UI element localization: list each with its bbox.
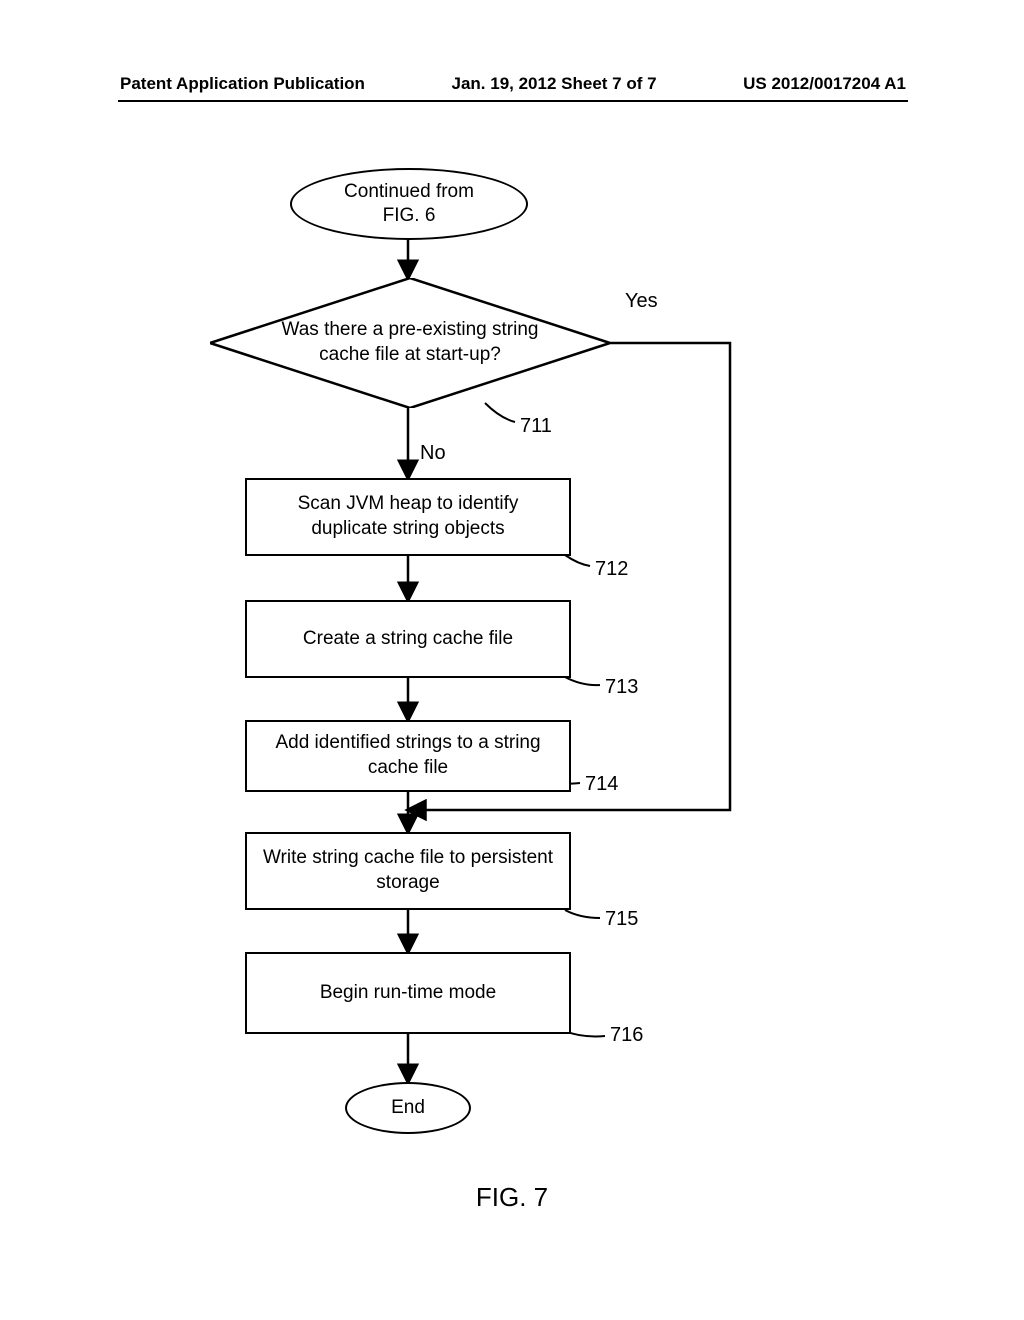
step-716-text: Begin run-time mode <box>320 981 496 1006</box>
ref-711: 711 <box>520 415 552 438</box>
end-text: End <box>391 1096 425 1120</box>
flowchart-canvas: Continued from FIG. 6 Was there a pre-ex… <box>0 160 1024 1180</box>
start-node: Continued from FIG. 6 <box>290 168 528 240</box>
header-right: US 2012/0017204 A1 <box>743 74 906 94</box>
step-712: Scan JVM heap to identify duplicate stri… <box>245 478 571 556</box>
ref-712: 712 <box>595 558 628 581</box>
decision-node: Was there a pre-existing string cache fi… <box>210 278 610 408</box>
start-text: Continued from FIG. 6 <box>344 180 474 228</box>
figure-caption: FIG. 7 <box>0 1182 1024 1213</box>
step-713-text: Create a string cache file <box>303 627 513 652</box>
no-label: No <box>420 442 446 465</box>
ref-716: 716 <box>610 1024 643 1047</box>
step-714-text: Add identified strings to a string cache… <box>275 731 540 780</box>
step-716: Begin run-time mode <box>245 952 571 1034</box>
header-center: Jan. 19, 2012 Sheet 7 of 7 <box>452 74 657 94</box>
step-715-text: Write string cache file to persistent st… <box>263 846 553 895</box>
page-header: Patent Application Publication Jan. 19, … <box>0 74 1024 94</box>
yes-label: Yes <box>625 290 658 313</box>
end-node: End <box>345 1082 471 1134</box>
ref-714: 714 <box>585 773 618 796</box>
decision-text: Was there a pre-existing string cache fi… <box>282 318 539 367</box>
step-712-text: Scan JVM heap to identify duplicate stri… <box>298 492 519 541</box>
ref-715: 715 <box>605 908 638 931</box>
header-left: Patent Application Publication <box>120 74 365 94</box>
step-713: Create a string cache file <box>245 600 571 678</box>
ref-713: 713 <box>605 676 638 699</box>
step-714: Add identified strings to a string cache… <box>245 720 571 792</box>
step-715: Write string cache file to persistent st… <box>245 832 571 910</box>
header-rule <box>118 100 908 102</box>
